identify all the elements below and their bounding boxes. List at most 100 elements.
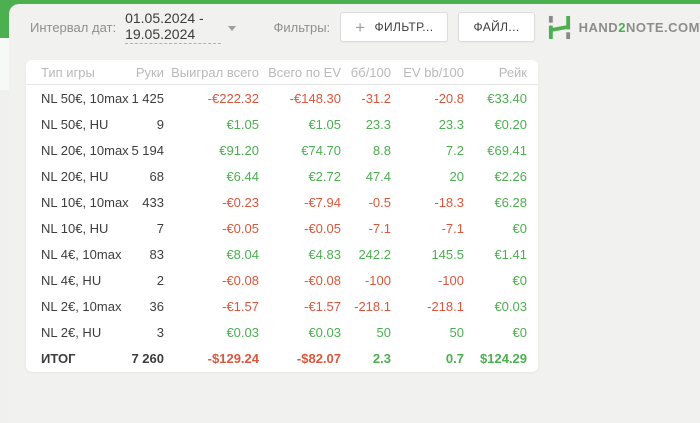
cell-game: NL 4€, HU (41, 272, 102, 288)
cell-ev: €2.72 (308, 168, 341, 184)
cell-evbb100: 7.2 (445, 142, 464, 158)
table-row[interactable]: NL 20€, 10max 5 194 €91.20 €74.70 8.8 7.2 €69.… (26, 137, 538, 163)
cell-won: €91.20 (219, 142, 259, 158)
cell-rake: €69.41 (487, 142, 527, 158)
cell-hands: 7 260 (131, 350, 164, 366)
cell-hands: 2 (156, 272, 164, 288)
main-panel: Интервал дат: 01.05.2024 - 19.05.2024 Фи… (9, 4, 700, 423)
table-row[interactable]: NL 2€, HU 3 €0.03 €0.03 50 50 €0 (26, 319, 538, 345)
cell-evbb100: 23.3 (438, 116, 464, 132)
add-filter-button-label: ФИЛЬТР... (374, 20, 434, 34)
cell-game: NL 10€, HU (41, 220, 109, 236)
cell-game: NL 50€, 10max (41, 90, 129, 106)
table-row[interactable]: NL 50€, 10max 1 425 -€222.32 -€148.30 -31.2 -… (26, 85, 538, 112)
cell-hands: 433 (142, 194, 164, 210)
cell-ev: -€1.57 (304, 298, 341, 314)
date-range-selector[interactable]: 01.05.2024 - 19.05.2024 (125, 10, 221, 44)
cell-evbb100: -20.8 (434, 90, 464, 106)
cell-bb100: 2.3 (372, 350, 391, 366)
plus-icon: + (355, 17, 366, 37)
cell-rake: €0.20 (494, 116, 527, 132)
cell-bb100: -7.1 (368, 220, 391, 236)
file-button[interactable]: ФАЙЛ... (458, 12, 535, 42)
cell-evbb100: -218.1 (427, 298, 464, 314)
cell-evbb100: 50 (449, 324, 464, 340)
cell-bb100: 242.2 (358, 246, 391, 262)
file-button-label: ФАЙЛ... (473, 20, 520, 34)
cell-ev: €74.70 (301, 142, 341, 158)
chevron-down-icon[interactable] (227, 25, 236, 31)
hand2note-logo-text: HAND2NOTE.COM (578, 19, 700, 35)
total-row[interactable]: ИТОГ 7 260 -$129.24 -$82.07 2.3 0.7 $124.29 (26, 345, 538, 371)
cell-rake: $124.29 (480, 350, 527, 366)
cell-rake: €2.26 (494, 168, 527, 184)
app-left-background-sliver (0, 38, 9, 90)
hand2note-logo-icon (548, 15, 570, 39)
cell-bb100: -0.5 (368, 194, 391, 210)
cell-game: NL 2€, HU (41, 324, 102, 340)
cell-hands: 9 (156, 116, 164, 132)
table-row[interactable]: NL 50€, HU 9 €1.05 €1.05 23.3 23.3 €0.20 (26, 111, 538, 137)
cell-game: ИТОГ (41, 350, 76, 366)
column-header-hands[interactable]: Руки (124, 60, 164, 85)
table-row[interactable]: NL 2€, 10max 36 -€1.57 -€1.57 -218.1 -218.1 €0… (26, 293, 538, 319)
cell-game: NL 20€, HU (41, 168, 109, 184)
cell-hands: 3 (156, 324, 164, 340)
cell-bb100: 8.8 (372, 142, 391, 158)
cell-won: €6.44 (226, 168, 259, 184)
filters-label: Фильтры: (273, 19, 331, 35)
cell-won: €8.04 (226, 246, 259, 262)
cell-ev: €4.83 (308, 246, 341, 262)
column-header-game[interactable]: Тип игры (26, 60, 124, 85)
cell-ev: -€0.05 (304, 220, 341, 236)
cell-hands: 36 (149, 298, 164, 314)
cell-won: -€0.05 (222, 220, 259, 236)
cell-bb100: 23.3 (365, 116, 391, 132)
cell-evbb100: 20 (449, 168, 464, 184)
table-row[interactable]: NL 10€, 10max 433 -€0.23 -€7.94 -0.5 -18.3 €6.… (26, 189, 538, 215)
cell-evbb100: -7.1 (441, 220, 464, 236)
cell-hands: 83 (149, 246, 164, 262)
cell-ev: €1.05 (308, 116, 341, 132)
cell-evbb100: -100 (437, 272, 464, 288)
column-header-won[interactable]: Выиграл всего (164, 60, 259, 85)
cell-game: NL 50€, HU (41, 116, 109, 132)
cell-won: €1.05 (226, 116, 259, 132)
add-filter-button[interactable]: + ФИЛЬТР... (340, 12, 449, 42)
cell-evbb100: 145.5 (431, 246, 464, 262)
table-row[interactable]: NL 10€, HU 7 -€0.05 -€0.05 -7.1 -7.1 €0 (26, 215, 538, 241)
app-top-accent-bar (0, 0, 700, 4)
cell-won: -€222.32 (207, 90, 259, 106)
cell-won: -$129.24 (207, 350, 259, 366)
cell-bb100: 47.4 (365, 168, 391, 184)
cell-game: NL 20€, 10max (41, 142, 129, 158)
cell-evbb100: -18.3 (434, 194, 464, 210)
stats-table-card: Тип игры Руки Выиграл всего Всего по EV бб/1… (26, 60, 538, 372)
column-header-bb100[interactable]: бб/100 (341, 60, 391, 85)
column-header-evbb100[interactable]: EV bb/100 (391, 60, 464, 85)
cell-ev: -€0.08 (304, 272, 341, 288)
toolbar: Интервал дат: 01.05.2024 - 19.05.2024 Фи… (9, 4, 700, 50)
cell-game: NL 4€, 10max (41, 246, 122, 262)
cell-rake: €0 (512, 324, 527, 340)
column-header-ev[interactable]: Всего по EV (259, 60, 341, 85)
cell-won: -€0.23 (222, 194, 259, 210)
cell-game: NL 2€, 10max (41, 298, 122, 314)
cell-bb100: -100 (364, 272, 391, 288)
cell-hands: 1 425 (131, 90, 164, 106)
cell-ev: -$82.07 (296, 350, 341, 366)
table-row[interactable]: NL 4€, HU 2 -€0.08 -€0.08 -100 -100 €0 (26, 267, 538, 293)
table-row[interactable]: NL 20€, HU 68 €6.44 €2.72 47.4 20 €2.26 (26, 163, 538, 189)
cell-bb100: -218.1 (354, 298, 391, 314)
cell-ev: -€148.30 (289, 90, 341, 106)
cell-bb100: -31.2 (361, 90, 391, 106)
column-header-rake[interactable]: Рейк (464, 60, 538, 85)
cell-hands: 7 (156, 220, 164, 236)
cell-rake: €1.41 (494, 246, 527, 262)
table-row[interactable]: NL 4€, 10max 83 €8.04 €4.83 242.2 145.5 €1.41 (26, 241, 538, 267)
date-interval-label: Интервал дат: (30, 19, 117, 35)
cell-hands: 5 194 (131, 142, 164, 158)
hand2note-logo: HAND2NOTE.COM (547, 15, 700, 40)
cell-won: -€0.08 (222, 272, 259, 288)
game-stats-table: Тип игры Руки Выиграл всего Всего по EV бб/1… (26, 60, 538, 371)
